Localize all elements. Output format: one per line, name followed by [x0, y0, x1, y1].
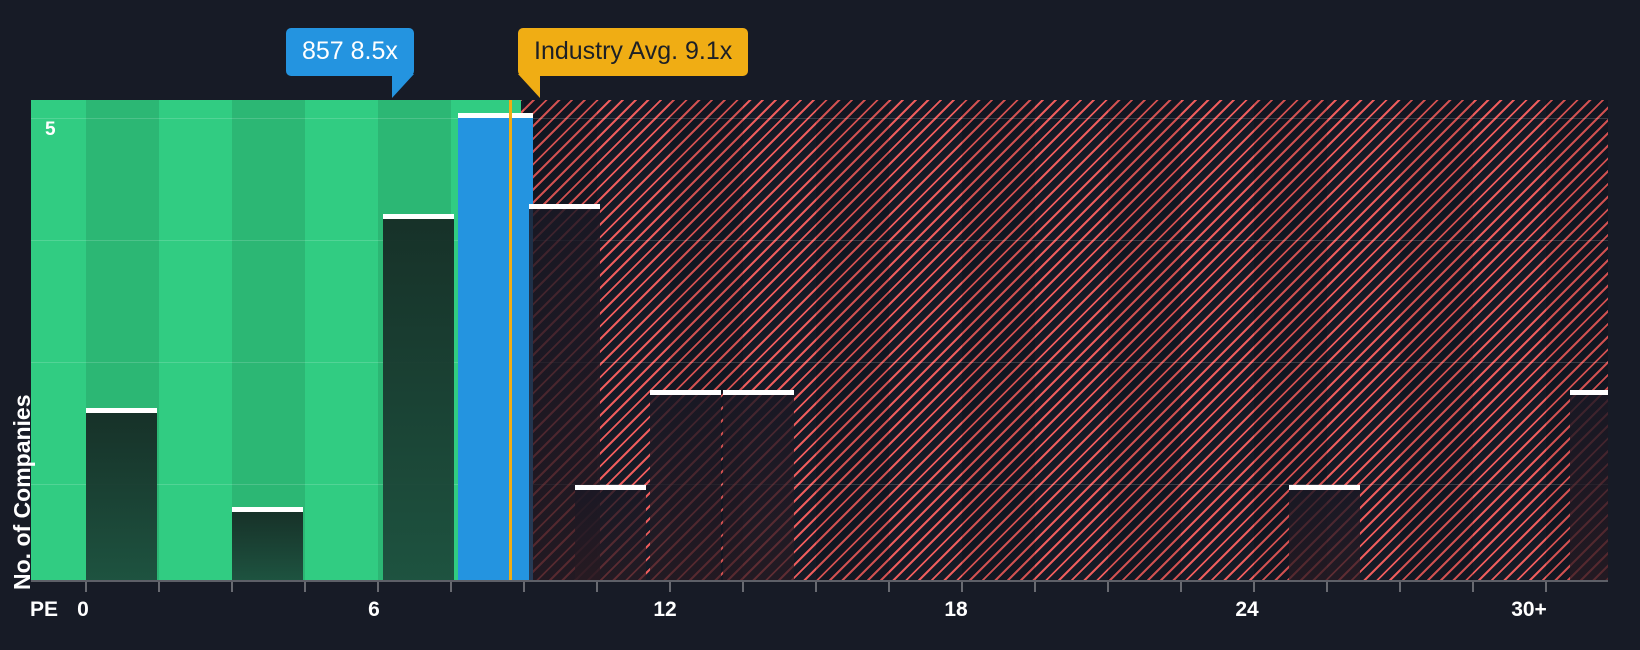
x-axis-label-24: 24: [1235, 598, 1259, 621]
bar-cap: [232, 507, 303, 512]
bar-cap: [86, 408, 157, 413]
x-axis-tick: [888, 582, 890, 592]
x-axis-tick: [85, 582, 87, 592]
bar-cap: [529, 204, 600, 209]
bar-cap: [575, 485, 646, 490]
industry-average-callout[interactable]: Industry Avg. 9.1x: [518, 28, 749, 98]
x-axis-tick: [669, 582, 671, 592]
x-axis-label-18: 18: [944, 598, 968, 621]
x-axis-tick: [1472, 582, 1474, 592]
x-axis-label-30p: 30+: [1511, 598, 1547, 621]
bar-cap: [650, 390, 721, 395]
bar-highlighted-company[interactable]: [458, 113, 533, 580]
bin-shade: [232, 100, 305, 580]
x-axis-tick: [231, 582, 233, 592]
x-axis-tick: [1107, 582, 1109, 592]
x-axis-tick: [1399, 582, 1401, 592]
x-axis-tick: [1545, 582, 1547, 592]
bar-bin-10[interactable]: [723, 390, 794, 580]
bar-bin-0[interactable]: [86, 408, 157, 580]
overvalued-zone: [521, 100, 1608, 580]
x-axis-tick: [1034, 582, 1036, 592]
x-axis-label-12: 12: [653, 598, 677, 621]
bin-shade: [962, 100, 1035, 580]
bar-cap: [458, 113, 533, 118]
callout-tail: [391, 74, 414, 98]
x-axis-tick: [304, 582, 306, 592]
x-axis-prefix-label: PE: [30, 598, 59, 621]
x-axis-tick: [377, 582, 379, 592]
x-axis-tick: [158, 582, 160, 592]
x-axis-tick: [815, 582, 817, 592]
bar-bin-20[interactable]: [1570, 390, 1608, 580]
plot-area: [31, 100, 1608, 580]
bar-bin-1[interactable]: [232, 507, 303, 580]
bar-bin-8[interactable]: [575, 485, 646, 580]
bar-cap: [1570, 390, 1608, 395]
x-axis-label-6: 6: [368, 598, 380, 621]
x-axis-tick: [1326, 582, 1328, 592]
y-axis-tick-label-5: 5: [45, 119, 56, 140]
bin-shade: [1400, 100, 1473, 580]
x-axis-tick: [961, 582, 963, 592]
gridline: [31, 484, 1608, 485]
bin-shade: [1108, 100, 1181, 580]
x-axis-tick: [742, 582, 744, 592]
industry-average-callout-label: Industry Avg. 9.1x: [534, 37, 733, 65]
bar-bin-9[interactable]: [650, 390, 721, 580]
gridline: [31, 240, 1608, 241]
x-axis-label-0: 0: [77, 598, 89, 621]
industry-average-line: [509, 100, 512, 580]
bar-bin-3[interactable]: [383, 214, 454, 580]
bar-bin-17[interactable]: [1289, 485, 1360, 580]
bar-cap: [383, 214, 454, 219]
x-axis-tick: [1180, 582, 1182, 592]
x-axis-tick: [450, 582, 452, 592]
bin-shade: [816, 100, 889, 580]
x-axis-tick: [1253, 582, 1255, 592]
y-axis-title: No. of Companies: [9, 394, 35, 590]
gridline: [31, 118, 1608, 119]
company-callout[interactable]: 857 8.5x: [286, 28, 414, 98]
bar-cap: [723, 390, 794, 395]
x-axis-tick: [596, 582, 598, 592]
gridline: [31, 362, 1608, 363]
x-axis-tick: [523, 582, 525, 592]
bar-cap: [1289, 485, 1360, 490]
company-callout-label: 857 8.5x: [302, 37, 398, 65]
callout-tail: [518, 74, 540, 98]
x-axis-line: [31, 580, 1608, 582]
